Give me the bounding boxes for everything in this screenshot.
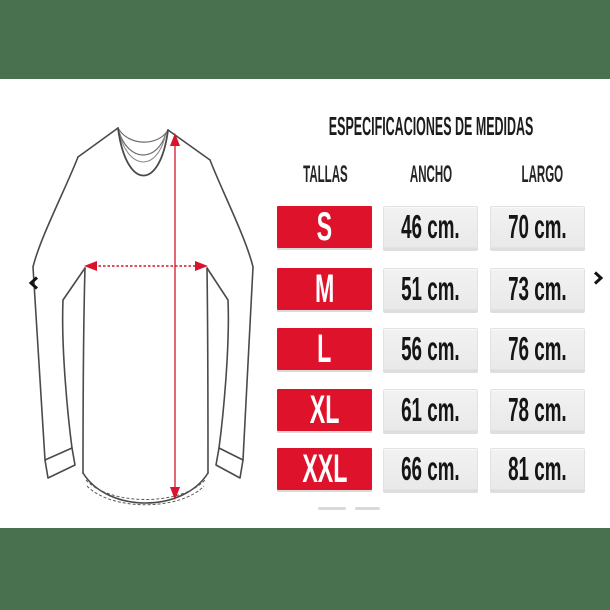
ancho-value: 61 cm. — [383, 389, 478, 431]
size-chart-slide: ESPECIFICACIONES DE MEDIDAS TALLAS ANCHO… — [0, 79, 610, 528]
size-badge: S — [277, 205, 372, 249]
column-header-largo: LARGO — [521, 161, 563, 188]
shirt-outline-icon — [32, 127, 254, 504]
column-header-tallas: TALLAS — [302, 161, 348, 188]
chevron-right-icon — [593, 271, 603, 285]
size-badge: XXL — [277, 447, 372, 491]
carousel-next-button[interactable] — [588, 267, 608, 289]
largo-value: 70 cm. — [490, 206, 585, 248]
width-arrow-icon — [84, 261, 208, 271]
shadow-dash — [355, 507, 380, 510]
length-arrow-icon — [170, 133, 180, 500]
carousel-prev-button[interactable] — [23, 272, 43, 294]
column-header-ancho: ANCHO — [409, 161, 453, 188]
largo-value: 81 cm. — [490, 448, 585, 490]
shadow-dash — [318, 507, 346, 510]
size-badge: XL — [277, 388, 372, 432]
shirt-diagram — [32, 127, 254, 506]
size-badge: M — [277, 267, 372, 311]
largo-value: 78 cm. — [490, 389, 585, 431]
page-title: ESPECIFICACIONES DE MEDIDAS — [328, 110, 534, 141]
collar-icon — [117, 127, 169, 177]
hem-stitching-icon — [85, 479, 206, 506]
ancho-value: 46 cm. — [383, 206, 478, 248]
ancho-value: 56 cm. — [383, 328, 478, 370]
size-badge: L — [277, 327, 372, 371]
chevron-left-icon — [28, 276, 38, 290]
ancho-value: 66 cm. — [383, 448, 478, 490]
largo-value: 76 cm. — [490, 328, 585, 370]
largo-value: 73 cm. — [490, 268, 585, 310]
ancho-value: 51 cm. — [383, 268, 478, 310]
